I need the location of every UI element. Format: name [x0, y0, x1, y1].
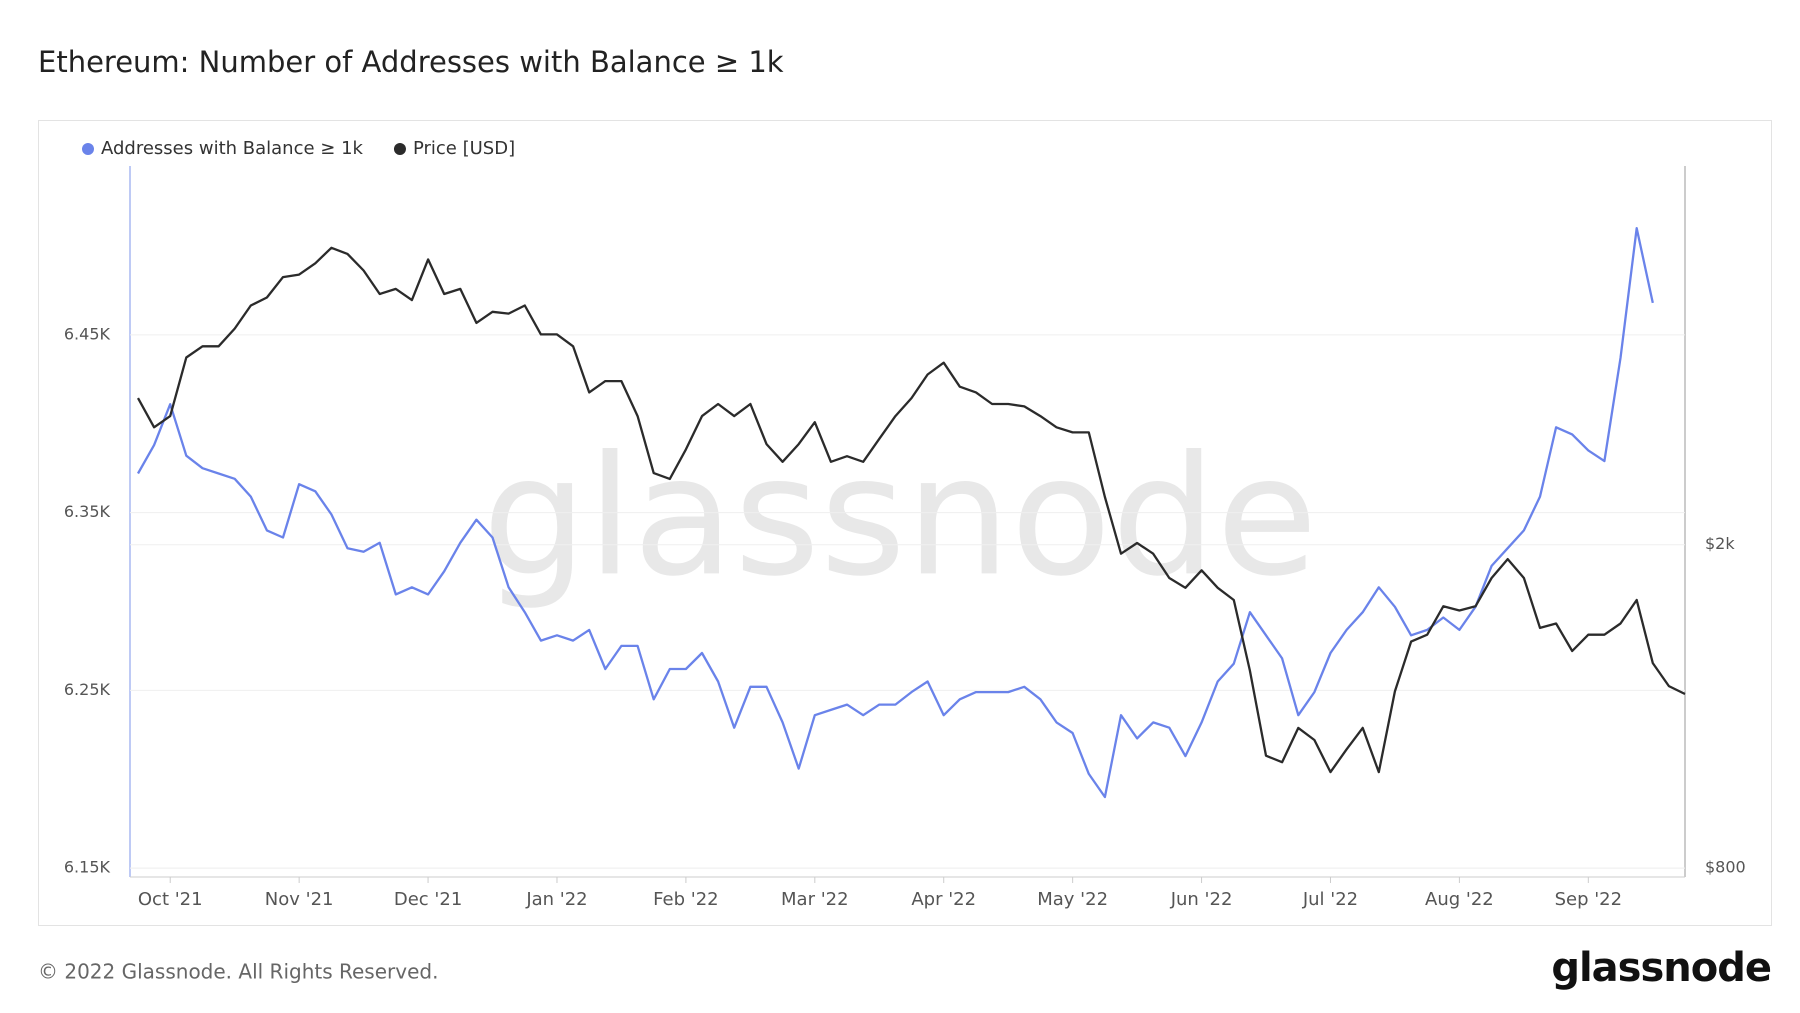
y-tick-label: 6.25K	[64, 680, 111, 699]
x-tick-label: Sep '22	[1555, 889, 1623, 910]
y2-tick-label: $800	[1705, 858, 1746, 877]
legend-label[interactable]: Addresses with Balance ≥ 1k	[101, 138, 364, 159]
x-tick-label: Dec '21	[394, 889, 462, 910]
x-tick-label: Nov '21	[265, 889, 334, 910]
x-tick-label: Aug '22	[1425, 889, 1494, 910]
chart-frame	[38, 120, 1772, 926]
y-tick-label: 6.15K	[64, 858, 111, 877]
x-tick-label: Oct '21	[138, 889, 203, 910]
copyright: © 2022 Glassnode. All Rights Reserved.	[38, 960, 438, 984]
y-tick-label: 6.35K	[64, 502, 111, 521]
x-tick-label: Mar '22	[781, 889, 849, 910]
legend-marker[interactable]	[393, 143, 406, 155]
y2-tick-label: $2k	[1705, 534, 1735, 553]
chart-title: Ethereum: Number of Addresses with Balan…	[38, 45, 784, 79]
x-tick-label: Feb '22	[653, 889, 718, 910]
x-tick-label: Jul '22	[1302, 889, 1358, 910]
logo: glassnode	[1551, 945, 1771, 991]
x-tick-label: Jun '22	[1170, 889, 1233, 910]
watermark: glassnode	[482, 420, 1317, 612]
y-tick-label: 6.45K	[64, 324, 111, 343]
x-tick-label: May '22	[1037, 889, 1108, 910]
x-tick-label: Apr '22	[911, 889, 976, 910]
series-line	[136, 227, 1654, 799]
legend-label[interactable]: Price [USD]	[413, 138, 515, 159]
legend-marker[interactable]	[82, 143, 94, 155]
series-line	[136, 246, 1686, 774]
x-tick-label: Jan '22	[525, 889, 587, 910]
